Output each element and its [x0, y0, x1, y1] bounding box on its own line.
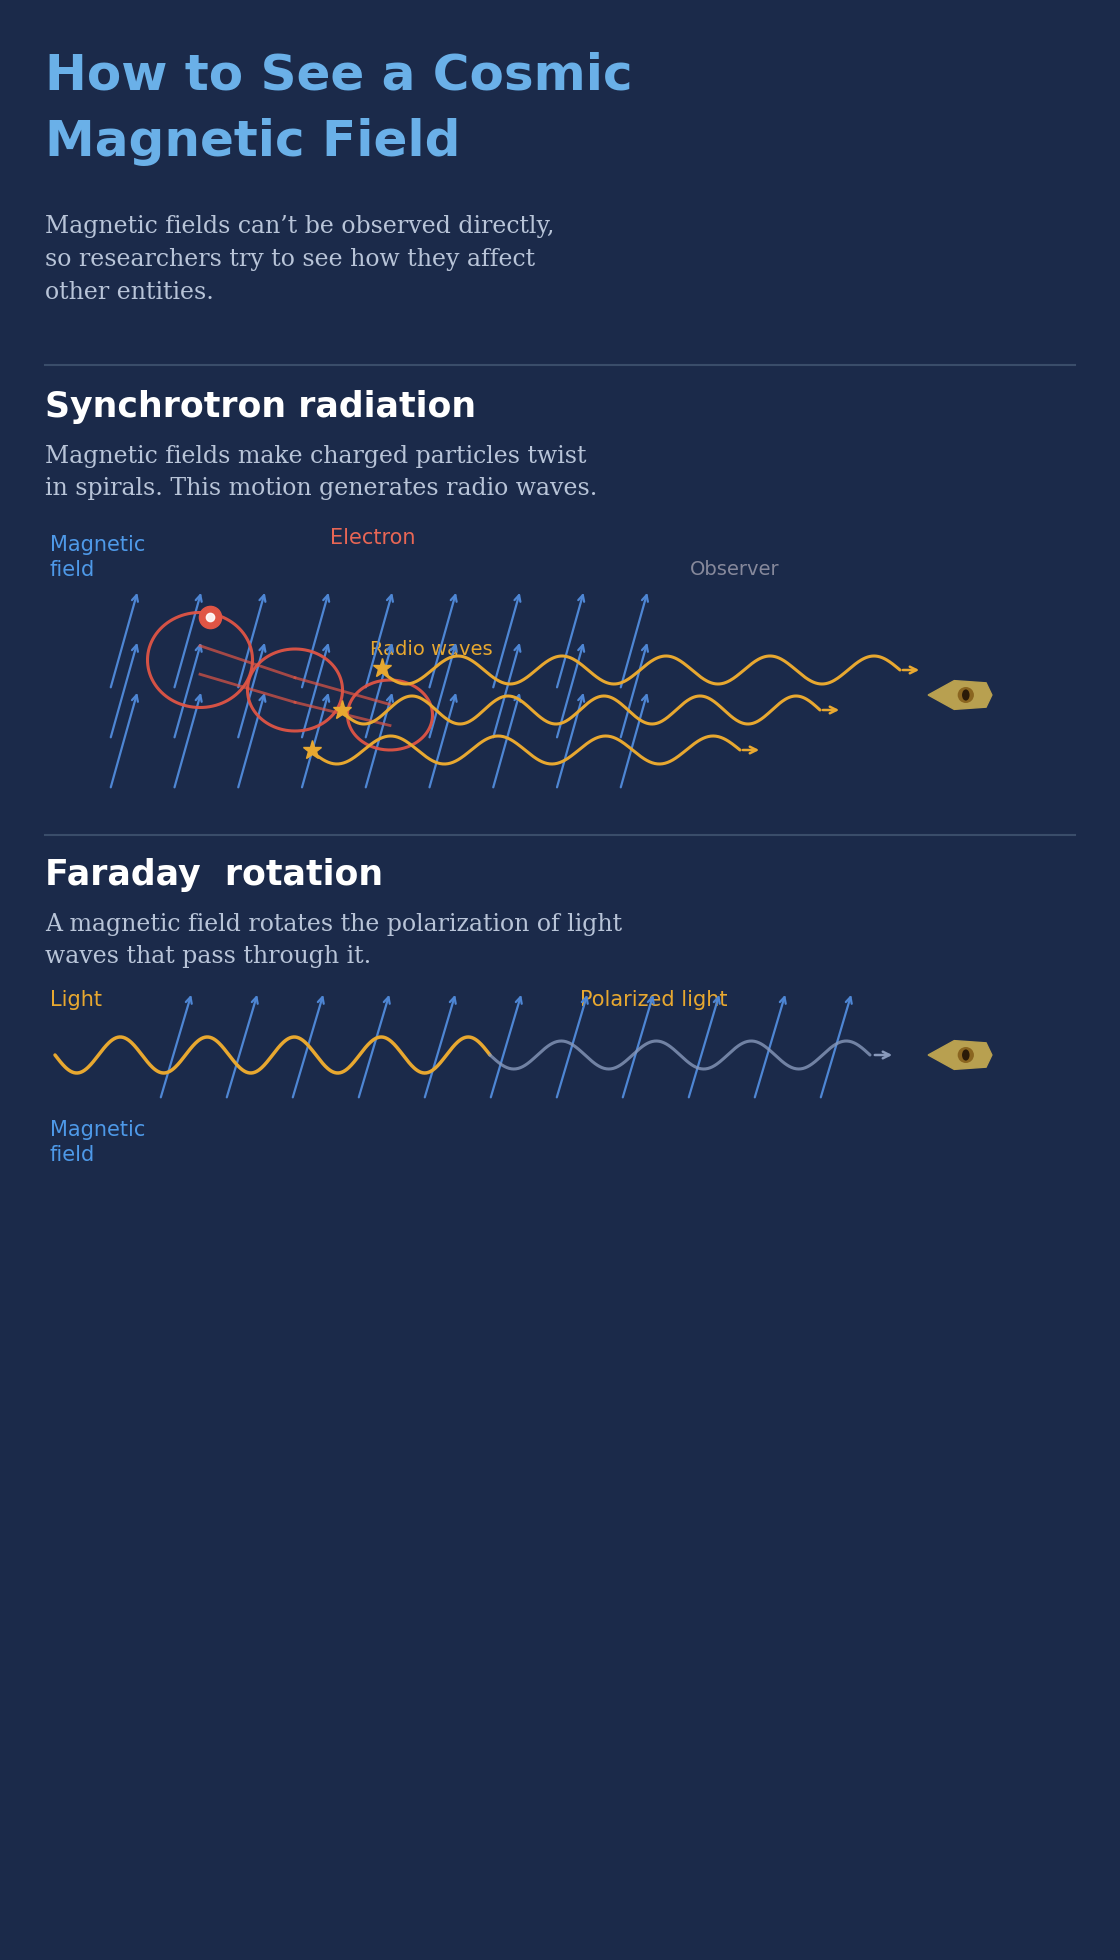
Ellipse shape: [962, 1049, 970, 1060]
Text: Magnetic
field: Magnetic field: [50, 1119, 146, 1164]
Text: Radio waves: Radio waves: [370, 641, 493, 659]
Text: Polarized light: Polarized light: [580, 990, 728, 1009]
Ellipse shape: [958, 688, 974, 704]
Text: Magnetic fields make charged particles twist
in spirals. This motion generates r: Magnetic fields make charged particles t…: [45, 445, 597, 500]
Text: Light: Light: [50, 990, 102, 1009]
Text: Observer: Observer: [690, 561, 780, 578]
Ellipse shape: [958, 1047, 974, 1062]
Text: Magnetic fields can’t be observed directly,
so researchers try to see how they a: Magnetic fields can’t be observed direct…: [45, 216, 554, 304]
Text: Electron: Electron: [330, 527, 416, 549]
Text: Magnetic
field: Magnetic field: [50, 535, 146, 580]
Text: A magnetic field rotates the polarization of light
waves that pass through it.: A magnetic field rotates the polarizatio…: [45, 913, 622, 968]
Ellipse shape: [962, 690, 970, 700]
Polygon shape: [928, 680, 992, 710]
Polygon shape: [928, 1041, 992, 1070]
Text: Magnetic Field: Magnetic Field: [45, 118, 460, 167]
Text: Faraday  rotation: Faraday rotation: [45, 858, 383, 892]
Text: How to See a Cosmic: How to See a Cosmic: [45, 53, 633, 100]
Text: Synchrotron radiation: Synchrotron radiation: [45, 390, 476, 423]
